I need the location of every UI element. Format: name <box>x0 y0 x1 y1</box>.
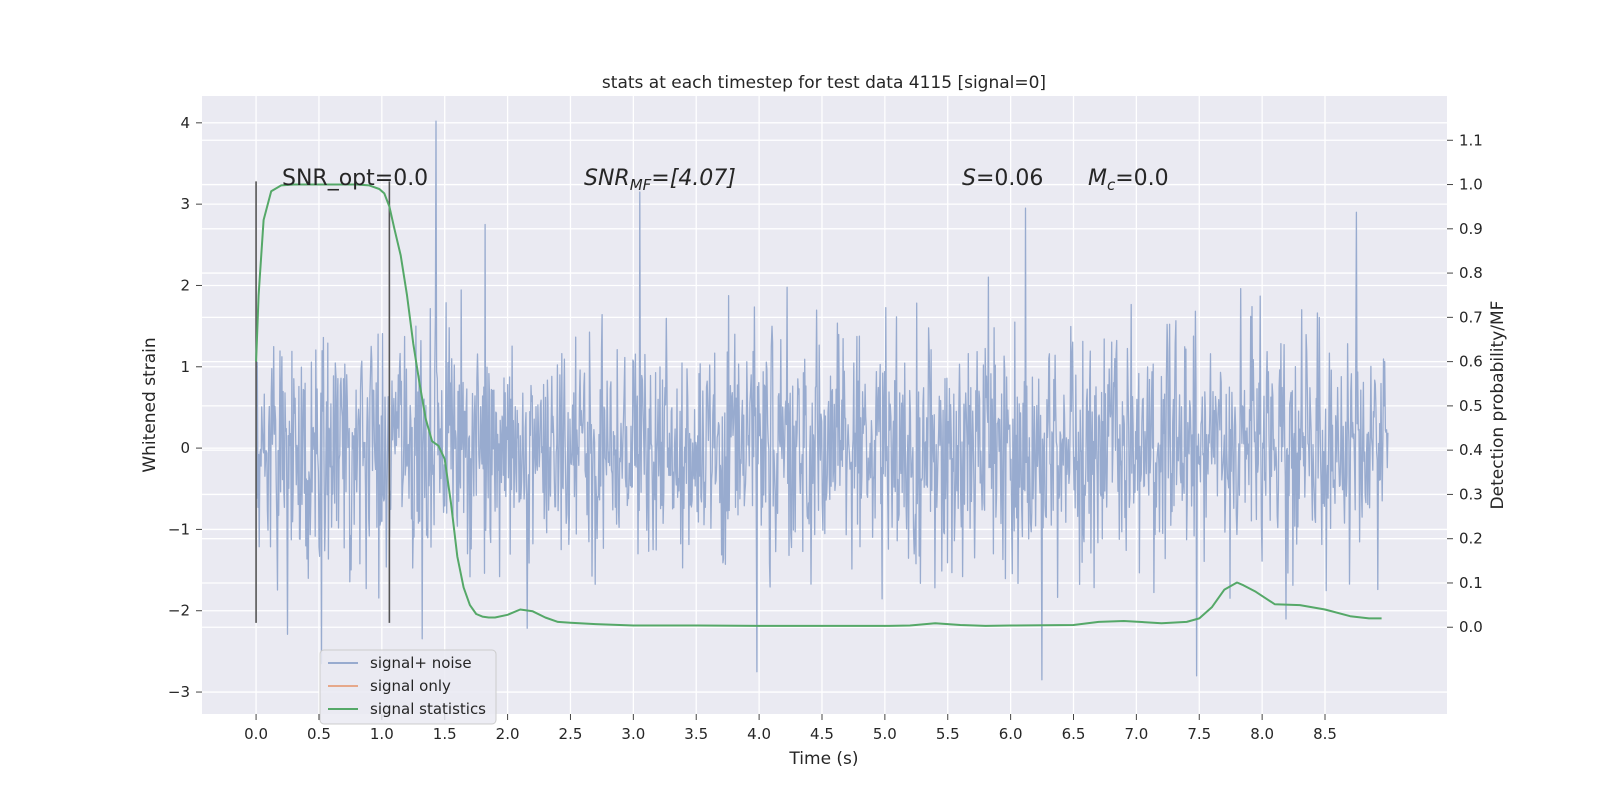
signal-statistics-series <box>255 183 1382 627</box>
y2-tick-label: 0.6 <box>1459 353 1483 371</box>
snr-mf-value: =[4.07] <box>651 166 736 191</box>
annotation-snr-opt: SNR_opt=0.0 <box>282 166 428 191</box>
x-tick-label: 3.0 <box>621 725 645 743</box>
y-tick-label: 2 <box>180 276 190 294</box>
legend: signal+ noise signal only signal statist… <box>319 649 497 725</box>
y-axis-label: Whitened strain <box>140 337 160 472</box>
y2-tick-label: 0.2 <box>1459 530 1483 548</box>
y-tick-label: 3 <box>180 195 190 213</box>
y2-tick-labels: 1.1 1.0 0.9 0.8 0.7 0.6 0.5 0.4 0.3 0.2 0.1 0.0 <box>1447 131 1483 636</box>
signal-noise-series <box>255 120 1389 681</box>
snr-mf-base: SNR <box>584 166 630 191</box>
y2-tick-label: 1.0 <box>1459 176 1483 194</box>
x-tick-label: 7.0 <box>1124 725 1148 743</box>
y-tick-label: 0 <box>180 439 190 457</box>
y-tick-label: 1 <box>180 358 190 376</box>
y2-tick-label: 1.1 <box>1459 131 1483 149</box>
y2-tick-label: 0.0 <box>1459 618 1483 636</box>
x-tick-label: 6.5 <box>1062 725 1086 743</box>
s-var: S <box>962 166 976 191</box>
interval-markers <box>255 181 391 623</box>
annotation-mc: Mc=0.0 <box>1088 166 1169 194</box>
x-tick-label: 0.5 <box>307 725 331 743</box>
mc-value: =0.0 <box>1115 166 1168 191</box>
chart-title: stats at each timestep for test data 411… <box>602 73 1046 93</box>
y2-axis-label: Detection probability/MF <box>1488 301 1508 510</box>
x-tick-label: 0.0 <box>244 725 268 743</box>
x-tick-label: 5.0 <box>873 725 897 743</box>
x-tick-label: 8.5 <box>1313 725 1337 743</box>
y2-tick-label: 0.9 <box>1459 220 1483 238</box>
x-tick-label: 6.0 <box>999 725 1023 743</box>
y-tick-label: −3 <box>168 683 190 701</box>
x-tick-label: 4.0 <box>747 725 771 743</box>
snr-mf-sub: MF <box>630 176 652 194</box>
y-tick-label: 4 <box>180 114 190 132</box>
legend-box <box>319 649 497 725</box>
y-tick-labels: 4 3 2 1 0 −1 −2 −3 <box>168 114 202 701</box>
signal-noise-line <box>255 120 1389 681</box>
mc-sub: c <box>1107 176 1116 194</box>
y-tick-label: −2 <box>168 602 190 620</box>
s-value: =0.06 <box>976 166 1043 191</box>
x-axis-label: Time (s) <box>788 749 858 769</box>
y2-tick-label: 0.7 <box>1459 308 1483 326</box>
y2-tick-label: 0.3 <box>1459 485 1483 503</box>
x-tick-label: 3.5 <box>684 725 708 743</box>
y2-tick-label: 0.5 <box>1459 397 1483 415</box>
x-tick-label: 1.5 <box>433 725 457 743</box>
y2-tick-label: 0.1 <box>1459 574 1483 592</box>
annotation-s: S=0.06 <box>962 166 1043 191</box>
x-tick-label: 4.5 <box>810 725 834 743</box>
legend-label-signal-only: signal only <box>370 677 451 695</box>
x-tick-label: 2.0 <box>496 725 520 743</box>
mc-var: M <box>1088 166 1107 191</box>
y-tick-label: −1 <box>168 520 190 538</box>
y2-tick-label: 0.8 <box>1459 264 1483 282</box>
x-tick-labels: 0.0 0.5 1.0 1.5 2.0 2.5 3.0 3.5 4.0 4.5 5.0 5.5 6.0 6… <box>244 714 1337 743</box>
x-tick-label: 7.5 <box>1187 725 1211 743</box>
legend-label-signal-noise: signal+ noise <box>370 654 472 672</box>
x-tick-label: 1.0 <box>370 725 394 743</box>
x-tick-label: 8.0 <box>1250 725 1274 743</box>
annotation-snr-mf: SNRMF=[4.07] <box>584 166 736 194</box>
x-tick-label: 2.5 <box>559 725 583 743</box>
legend-label-signal-statistics: signal statistics <box>370 700 486 718</box>
y2-tick-label: 0.4 <box>1459 441 1483 459</box>
signal-statistics-line <box>255 183 1382 627</box>
x-tick-label: 5.5 <box>936 725 960 743</box>
